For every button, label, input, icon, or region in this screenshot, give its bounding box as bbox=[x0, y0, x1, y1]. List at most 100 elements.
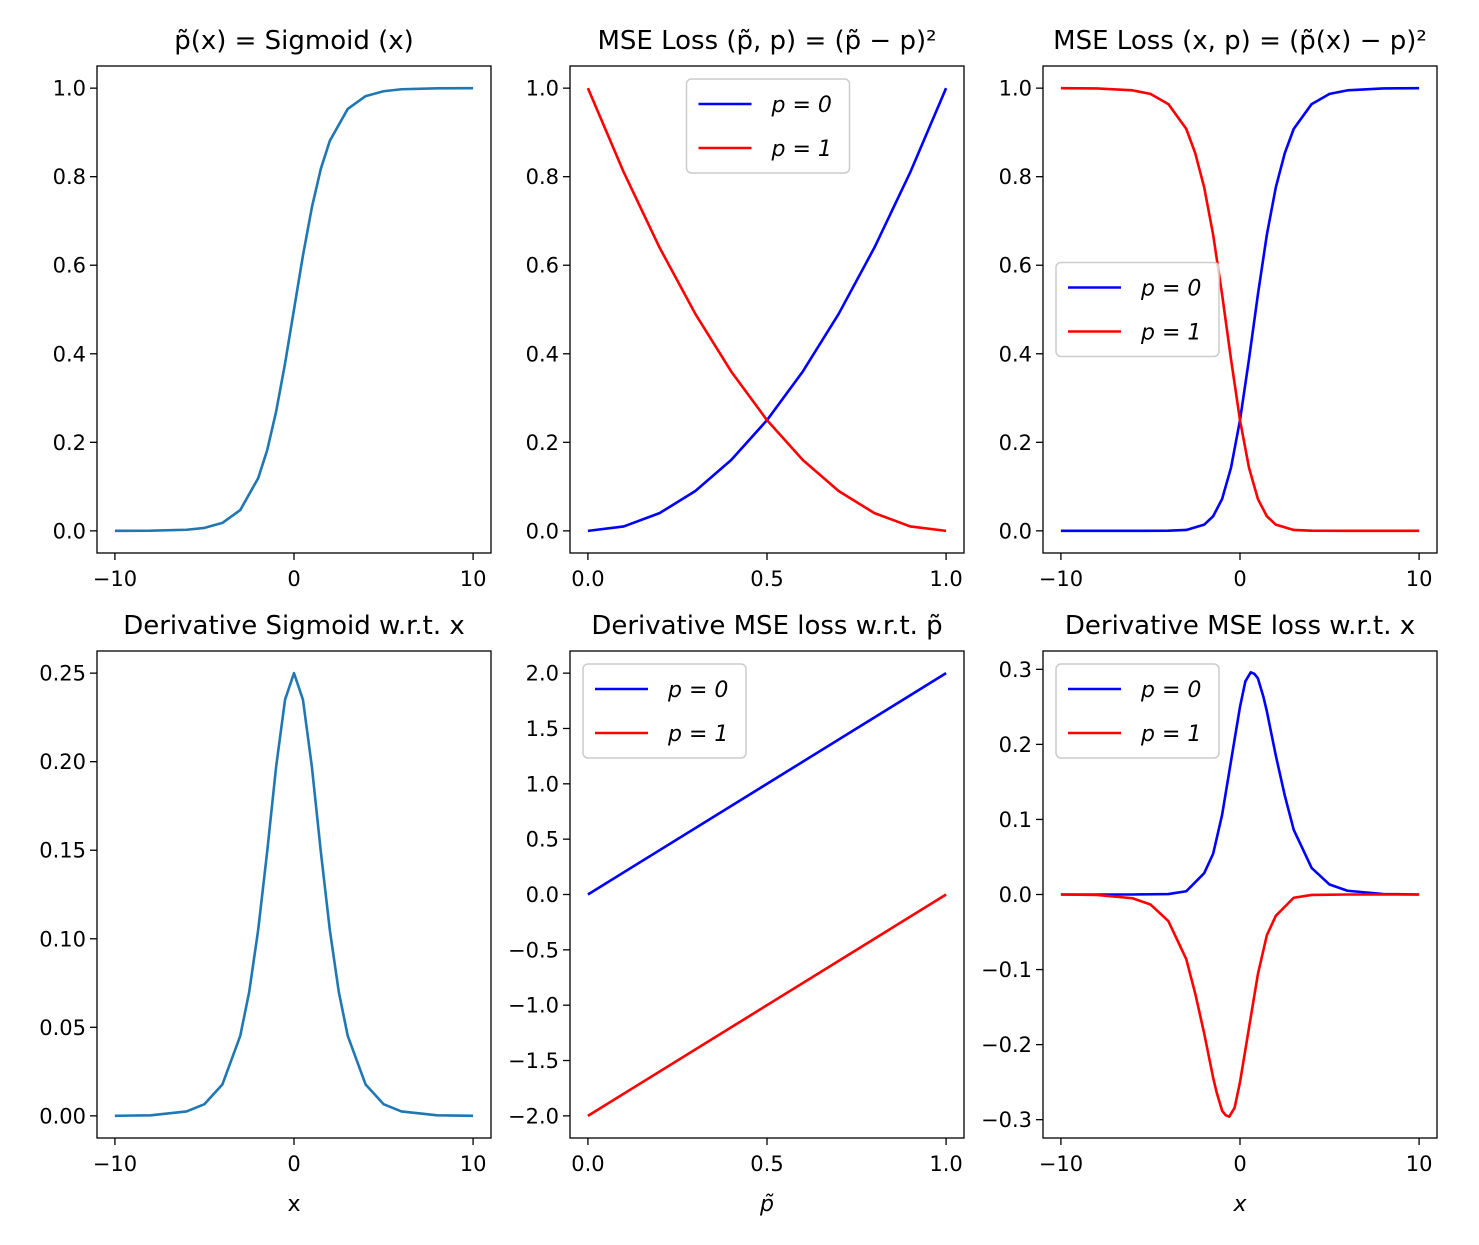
x-tick-label: 0 bbox=[287, 1152, 300, 1176]
y-tick-label: 0.15 bbox=[39, 839, 86, 863]
y-tick-label: 0.4 bbox=[53, 342, 86, 366]
y-tick-label: 0.10 bbox=[39, 927, 86, 951]
legend-box bbox=[685, 78, 851, 174]
y-tick-label: 0.25 bbox=[39, 662, 86, 686]
legend-box bbox=[1055, 261, 1220, 358]
series-line-p-0 bbox=[1060, 86, 1420, 533]
legend-label: p = 0 bbox=[1140, 277, 1201, 302]
x-tick-label: 10 bbox=[1406, 1152, 1433, 1176]
subplot-title: p̃(x) = Sigmoid (x) bbox=[174, 26, 414, 56]
legend-label: p = 0 bbox=[771, 93, 832, 118]
y-tick-label: 0.20 bbox=[39, 750, 86, 774]
y-tick-label: 0.0 bbox=[526, 519, 559, 543]
y-tick-label: 0.1 bbox=[999, 808, 1032, 832]
y-tick-label: −0.5 bbox=[508, 938, 559, 962]
y-tick-label: 1.0 bbox=[53, 77, 86, 101]
x-axis-label: p̃ bbox=[759, 1192, 774, 1217]
y-tick-label: 0.6 bbox=[526, 254, 559, 278]
legend-label: p = 1 bbox=[667, 722, 728, 747]
y-tick-label: 0.8 bbox=[53, 165, 86, 189]
y-tick-label: 0.0 bbox=[999, 883, 1032, 907]
y-tick-label: −0.1 bbox=[981, 958, 1032, 982]
subplot-3: −10 0 10 0.0 0.2 0.4 0.6 0.8 1.0 MSE Loss (x, p) … bbox=[999, 26, 1438, 591]
y-tick-label: 1.0 bbox=[999, 77, 1032, 101]
y-tick-label: 0.0 bbox=[999, 519, 1032, 543]
y-tick-label: 0.2 bbox=[999, 431, 1032, 455]
y-tick-label: 0.05 bbox=[39, 1016, 86, 1040]
legend: p = 0 p = 1 bbox=[685, 78, 851, 174]
y-tick-label: 0.2 bbox=[53, 431, 86, 455]
legend: p = 0 p = 1 bbox=[582, 663, 747, 759]
y-tick-label: 0.6 bbox=[53, 254, 86, 278]
y-tick-label: 0.0 bbox=[526, 883, 559, 907]
x-tick-label: 0.5 bbox=[750, 1152, 783, 1176]
subplot-title: MSE Loss (p̃, p) = (p̃ − p)² bbox=[597, 26, 936, 56]
series-line-main bbox=[114, 671, 474, 1118]
y-tick-label: 0.00 bbox=[39, 1104, 86, 1128]
legend-label: p = 0 bbox=[667, 678, 728, 703]
legend-label: p = 1 bbox=[1140, 722, 1201, 747]
axes-frame bbox=[96, 650, 492, 1139]
subplot-1: −10 0 10 0.0 0.2 0.4 0.6 0.8 1.0 p̃(x) = Sigmoid … bbox=[53, 26, 492, 591]
x-tick-label: −10 bbox=[93, 1152, 137, 1176]
x-tick-label: 0.5 bbox=[750, 567, 783, 591]
y-tick-label: 0.4 bbox=[999, 342, 1032, 366]
y-tick-label: −0.2 bbox=[981, 1033, 1032, 1057]
subplot-4: −10 0 10 0.00 0.05 0.10 0.15 0.20 0.25 Derivative… bbox=[39, 611, 492, 1217]
y-tick-label: 0.2 bbox=[526, 431, 559, 455]
x-tick-label: 10 bbox=[460, 1152, 487, 1176]
y-tick-label: 1.0 bbox=[526, 77, 559, 101]
x-tick-label: 0 bbox=[1233, 567, 1246, 591]
legend: p = 0 p = 1 bbox=[1055, 663, 1220, 759]
y-tick-label: −1.5 bbox=[508, 1049, 559, 1073]
y-tick-label: 0.8 bbox=[526, 165, 559, 189]
legend-box bbox=[582, 663, 747, 759]
x-tick-label: −10 bbox=[93, 567, 137, 591]
subplot-title: Derivative Sigmoid w.r.t. x bbox=[123, 611, 465, 641]
legend-label: p = 1 bbox=[771, 137, 832, 162]
subplot-5: 0.0 0.5 1.0 −2.0 −1.5 −1.0 −0.5 0.0 0.5 1.0 1.5 2.0… bbox=[508, 611, 965, 1217]
x-tick-label: 10 bbox=[460, 567, 487, 591]
legend-label: p = 1 bbox=[1140, 321, 1201, 346]
y-tick-label: −2.0 bbox=[508, 1104, 559, 1128]
series-line-p-1 bbox=[586, 87, 947, 533]
y-tick-label: −0.3 bbox=[981, 1108, 1032, 1132]
subplot-2: 0.0 0.5 1.0 0.0 0.2 0.4 0.6 0.8 1.0 MSE Loss (p̃,… bbox=[526, 26, 965, 591]
x-tick-label: 1.0 bbox=[929, 1152, 962, 1176]
x-tick-label: 0 bbox=[1233, 1152, 1246, 1176]
y-tick-label: 0.3 bbox=[999, 658, 1032, 682]
x-tick-label: 0 bbox=[287, 567, 300, 591]
series-line-p-1 bbox=[1060, 86, 1420, 533]
legend-label: p = 0 bbox=[1140, 678, 1201, 703]
x-axis-label: x bbox=[1232, 1192, 1247, 1217]
legend-box bbox=[1055, 663, 1220, 759]
y-tick-label: 0.4 bbox=[526, 342, 559, 366]
y-tick-label: 0.6 bbox=[999, 254, 1032, 278]
y-tick-label: 2.0 bbox=[526, 662, 559, 686]
series-line-p-1 bbox=[1060, 893, 1420, 1118]
subplot-title: MSE Loss (x, p) = (p̃(x) − p)² bbox=[1053, 26, 1427, 56]
y-tick-label: 0.5 bbox=[526, 828, 559, 852]
series-line-main bbox=[114, 86, 474, 533]
series-line-p-0 bbox=[1060, 671, 1420, 896]
x-tick-label: 0.0 bbox=[571, 567, 604, 591]
x-tick-label: 10 bbox=[1406, 567, 1433, 591]
y-tick-label: 1.0 bbox=[526, 772, 559, 796]
x-axis-label: x bbox=[287, 1192, 300, 1217]
series-line-p-1 bbox=[587, 893, 947, 1117]
legend: p = 0 p = 1 bbox=[1055, 261, 1220, 358]
subplot-title: Derivative MSE loss w.r.t. x bbox=[1065, 611, 1415, 641]
x-tick-label: −10 bbox=[1039, 1152, 1083, 1176]
y-tick-label: 0.0 bbox=[53, 519, 86, 543]
subplot-title: Derivative MSE loss w.r.t. p̃ bbox=[591, 611, 942, 641]
x-tick-label: −10 bbox=[1039, 567, 1083, 591]
y-tick-label: 1.5 bbox=[526, 717, 559, 741]
x-tick-label: 0.0 bbox=[571, 1152, 604, 1176]
series-line-p-0 bbox=[587, 672, 947, 896]
y-tick-label: −1.0 bbox=[508, 994, 559, 1018]
subplot-6: −10 0 10 −0.3 −0.2 −0.1 0.0 0.1 0.2 0.3 Derivative… bbox=[981, 611, 1438, 1217]
y-tick-label: 0.2 bbox=[999, 733, 1032, 757]
x-tick-label: 1.0 bbox=[929, 567, 962, 591]
y-tick-label: 0.8 bbox=[999, 165, 1032, 189]
